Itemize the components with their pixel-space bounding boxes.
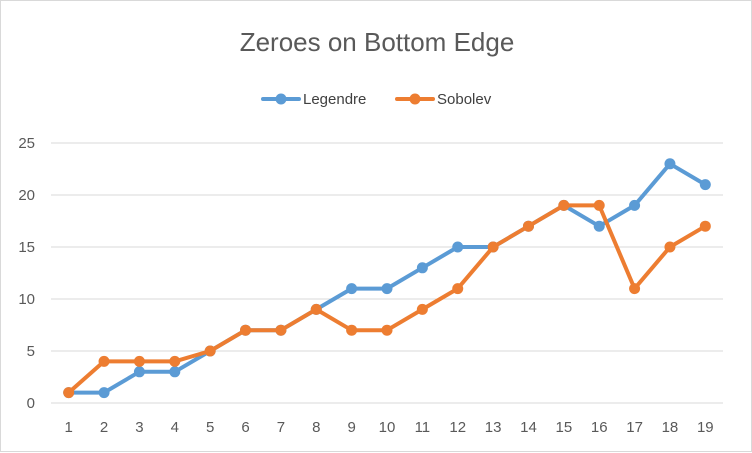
data-point-legendre — [452, 241, 464, 253]
y-tick-label: 15 — [18, 239, 35, 256]
data-point-sobolev — [487, 241, 499, 253]
x-tick-label: 8 — [312, 419, 320, 436]
data-point-sobolev — [593, 199, 605, 211]
x-tick-label: 4 — [171, 419, 179, 436]
x-tick-label: 1 — [65, 419, 73, 436]
x-tick-label: 15 — [555, 419, 572, 436]
x-tick-label: 11 — [415, 419, 431, 436]
x-tick-label: 9 — [347, 419, 355, 436]
data-point-sobolev — [63, 387, 75, 399]
data-point-sobolev — [558, 199, 570, 211]
legend-item-sobolev: Sobolev — [395, 91, 492, 108]
data-point-sobolev — [346, 324, 358, 336]
x-tick-label: 17 — [626, 419, 643, 436]
x-tick-label: 19 — [697, 419, 714, 436]
x-tick-label: 14 — [520, 419, 537, 436]
x-tick-label: 5 — [206, 419, 214, 436]
y-tick-label: 5 — [27, 343, 35, 360]
data-point-sobolev — [664, 241, 676, 253]
data-point-legendre — [381, 283, 393, 295]
y-tick-label: 25 — [18, 135, 35, 152]
data-point-sobolev — [699, 220, 711, 232]
data-point-legendre — [169, 366, 181, 378]
data-point-legendre — [98, 387, 110, 399]
series-group — [63, 158, 711, 399]
data-point-legendre — [664, 158, 676, 170]
data-point-legendre — [699, 179, 711, 191]
legend-item-legendre: Legendre — [261, 91, 366, 108]
y-axis-ticks: 0 5 10 15 20 25 — [18, 135, 35, 412]
legend: Legendre Sobolev — [261, 91, 492, 108]
data-point-legendre — [629, 199, 641, 211]
legend-swatch-marker — [409, 93, 421, 105]
data-point-sobolev — [275, 324, 287, 336]
x-tick-label: 2 — [100, 419, 108, 436]
data-point-legendre — [346, 283, 358, 295]
data-point-sobolev — [522, 220, 534, 232]
x-tick-label: 13 — [485, 419, 502, 436]
data-point-sobolev — [452, 283, 464, 295]
y-tick-label: 20 — [18, 187, 35, 204]
y-tick-label: 10 — [18, 291, 35, 308]
data-point-sobolev — [133, 355, 145, 367]
data-point-sobolev — [240, 324, 252, 336]
data-point-sobolev — [629, 283, 641, 295]
data-point-legendre — [416, 262, 428, 274]
data-point-legendre — [593, 220, 605, 232]
legend-label: Legendre — [303, 91, 366, 108]
x-tick-label: 7 — [277, 419, 285, 436]
legend-label: Sobolev — [437, 91, 492, 108]
x-tick-label: 3 — [135, 419, 143, 436]
y-tick-label: 0 — [27, 395, 35, 412]
x-tick-label: 12 — [449, 419, 466, 436]
x-tick-label: 6 — [241, 419, 249, 436]
data-point-legendre — [133, 366, 145, 378]
legend-swatch-marker — [275, 93, 287, 105]
data-point-sobolev — [381, 324, 393, 336]
x-tick-label: 16 — [591, 419, 608, 436]
data-point-sobolev — [169, 355, 181, 367]
data-point-sobolev — [416, 303, 428, 315]
data-point-sobolev — [98, 355, 110, 367]
chart-title: Zeroes on Bottom Edge — [240, 27, 515, 57]
data-point-sobolev — [204, 345, 216, 357]
x-tick-label: 10 — [379, 419, 396, 436]
series-legendre — [63, 158, 711, 399]
x-tick-label: 18 — [662, 419, 679, 436]
data-point-sobolev — [310, 303, 322, 315]
series-sobolev — [63, 199, 711, 399]
x-axis-ticks: 1 2 3 4 5 6 7 8 9 10 11 12 13 14 15 16 17 18 19 — [65, 419, 714, 436]
series-line-legendre — [66, 161, 708, 395]
gridlines — [51, 142, 723, 404]
